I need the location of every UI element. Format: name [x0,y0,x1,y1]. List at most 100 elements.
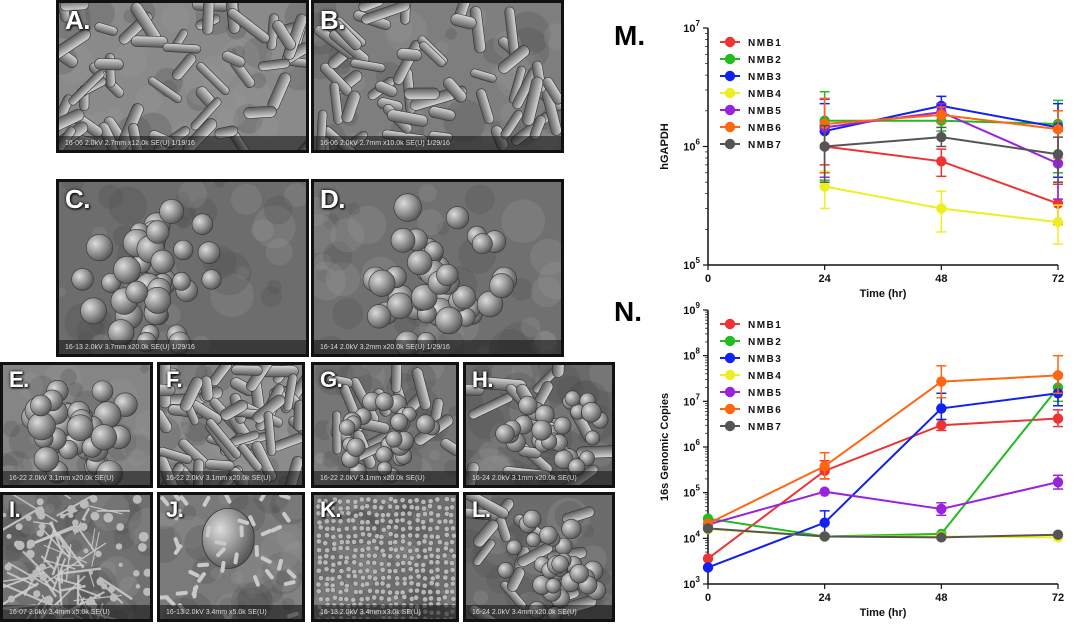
sem-texture [101,495,142,535]
fibrin-strand [45,542,107,583]
bacterium-coccus [401,594,408,600]
bacterium-coccus [401,580,408,587]
panel-label: F. [166,367,183,392]
sem-info-bar [466,605,612,619]
bacterium-coccus [395,553,401,560]
bacterium-coccus [38,523,46,531]
bacterium-coccus [407,498,414,505]
fibrin-strand [76,586,101,598]
x-tick-label: 48 [935,273,947,285]
sem-texture [266,279,282,295]
sem-panel-l: L. 16-24 2.0kV 3.4mm x20.0k SE(U) [463,492,615,622]
bacterium-rod [220,560,226,573]
bacterium-rod [472,539,496,566]
fibrin-strand [57,573,63,608]
bacterium-coccus [401,503,408,510]
bacterium-rod [59,108,85,136]
bacterium-rod [428,106,456,122]
bacterium-coccus [414,547,420,553]
fibrin-strand [81,507,91,521]
bacterium-coccus [371,594,378,601]
sem-texture [246,588,256,599]
bacterium-rod [263,411,277,457]
bacterium-coccus [428,540,434,546]
bacterium-coccus [421,538,428,545]
bacterium-coccus [27,411,56,441]
bacterium-rod [332,410,342,455]
y-tick-exponent: 7 [696,392,701,401]
bacterium-coccus [330,525,336,532]
bacterium-coccus [394,589,400,596]
data-point [936,131,947,143]
data-point [819,141,830,152]
x-tick-label: 48 [935,592,947,604]
bacterium-rod [282,511,291,523]
legend-label: NMB6 [748,405,782,416]
bacterium-coccus [372,575,379,582]
y-tick-label: 108 [683,347,700,363]
legend-label: NMB1 [748,38,782,49]
bacterium-coccus [338,554,344,560]
sem-texture [177,217,190,230]
bacterium-coccus [344,545,351,552]
fibrin-strand [33,521,51,525]
sem-texture [263,195,293,225]
fibrin-strand [60,584,86,592]
bacterium-coccus [353,589,359,595]
bacterium-coccus [351,559,357,566]
bacterium-rod [227,8,270,44]
sem-texture [418,365,444,381]
bacterium-coccus [353,512,359,519]
bacterium-coccus [4,563,12,571]
bacterium-coccus [442,594,448,601]
bacterium-rod [254,545,260,558]
bacterium-coccus [337,596,344,602]
sem-texture [276,523,302,550]
sem-texture [281,541,302,574]
bacterium-coccus [442,518,449,525]
bacterium-coccus [135,584,141,589]
bacterium-rod [404,87,440,100]
data-point [819,118,830,130]
bacterium-coccus [406,519,413,526]
bacterium-coccus [415,573,422,580]
bacterium-coccus [71,268,94,291]
sem-texture [214,182,226,188]
bacterium-coccus [415,512,422,518]
sem-caption: 16-06 2.0kV 2.7mm x10.0k SE(U) 1/29/16 [320,140,450,147]
sem-texture [260,579,284,603]
bacterium-coccus [365,525,371,532]
bacterium-coccus [372,552,378,559]
sem-image [314,365,456,485]
bacterium-coccus [374,588,380,595]
bacterium-coccus [88,570,94,575]
bacterium-rod [350,58,386,73]
series-nmb6 [702,354,1064,529]
bacterium-coccus [422,554,429,560]
bacterium-rod [171,495,181,502]
x-tick-label: 24 [819,592,832,604]
data-point [1052,370,1064,381]
bacterium-coccus [30,394,52,417]
data-point [819,517,830,528]
bacterium-coccus [422,575,428,582]
sem-texture [602,593,612,607]
bacterium-coccus [324,525,331,532]
bacterium-coccus [414,532,420,539]
sem-texture [177,380,188,391]
bacterium-coccus [85,597,96,608]
bacterium-coccus [429,575,436,582]
bacterium-coccus [393,594,399,601]
bacterium-rod [390,365,403,394]
bacterium-coccus [371,538,377,544]
bacterium-coccus [444,496,450,502]
bacterium-coccus [561,518,582,539]
bacterium-coccus [408,555,415,561]
sem-texture [76,316,106,346]
bacterium-coccus [90,511,100,521]
bacterium-coccus [336,527,342,533]
sem-texture [90,495,130,531]
sem-texture [128,448,146,467]
bacterium-coccus [338,510,345,516]
sem-texture [60,368,78,386]
